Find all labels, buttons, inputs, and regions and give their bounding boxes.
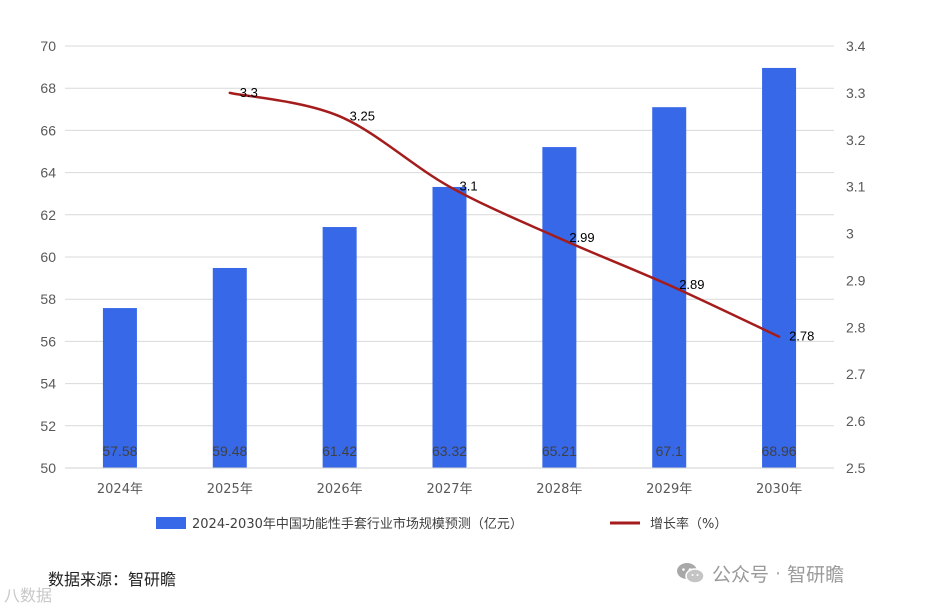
y-right-tick-label: 2.9 xyxy=(846,272,866,288)
bar xyxy=(542,147,577,468)
watermark-separator: · xyxy=(775,562,782,585)
y-left-tick-label: 64 xyxy=(40,165,56,181)
bar-data-label: 63.32 xyxy=(432,443,467,459)
x-tick-label: 2025年 xyxy=(207,482,253,497)
y-right-tick-label: 3.1 xyxy=(846,179,866,195)
bar xyxy=(652,107,687,468)
y-left-tick-label: 50 xyxy=(40,460,56,476)
line-data-label: 2.89 xyxy=(679,277,704,292)
y-axis-left: 50 52 54 56 58 60 62 64 66 68 70 xyxy=(40,38,56,476)
y-left-tick-label: 52 xyxy=(40,418,56,434)
y-left-tick-label: 58 xyxy=(40,291,56,307)
y-right-tick-label: 3.4 xyxy=(846,38,866,54)
y-right-tick-label: 3 xyxy=(846,226,854,242)
legend-bar-label: 2024-2030年中国功能性手套行业市场规模预测（亿元） xyxy=(192,516,523,532)
legend-line-label: 增长率（%） xyxy=(650,516,727,532)
bar xyxy=(102,308,137,468)
bar xyxy=(432,186,467,468)
watermark: 公众号 · 智研瞻 xyxy=(676,560,844,587)
line-data-label: 3.1 xyxy=(460,179,478,194)
y-right-tick-label: 2.7 xyxy=(846,366,866,382)
bar-data-label: 65.21 xyxy=(542,443,577,459)
y-left-tick-label: 66 xyxy=(40,122,56,138)
growth-rate-line xyxy=(228,91,781,338)
bar-data-label: 59.48 xyxy=(212,443,247,459)
x-tick-label: 2026年 xyxy=(317,482,363,497)
x-tick-label: 2024年 xyxy=(97,482,143,497)
bar xyxy=(212,267,247,468)
line-data-label: 2.78 xyxy=(789,329,814,344)
line-data-label: 3.25 xyxy=(350,108,375,123)
line-series: 3.3 3.25 3.1 2.99 2.89 2.78 xyxy=(228,85,814,344)
legend-bar-swatch xyxy=(156,517,186,529)
x-axis: 2024年 2025年 2026年 2027年 2028年 2029年 2030年 xyxy=(65,467,834,497)
watermark-account: 智研瞻 xyxy=(787,564,845,586)
x-tick-label: 2027年 xyxy=(426,482,472,497)
bar-data-label: 67.1 xyxy=(656,443,683,459)
y-right-tick-label: 2.6 xyxy=(846,413,866,429)
bar-data-label: 61.42 xyxy=(322,443,357,459)
wechat-icon xyxy=(677,562,705,584)
bar xyxy=(322,227,357,468)
bar-series: 57.58 59.48 61.42 63.32 65.21 67.1 68.96 xyxy=(102,67,797,468)
bar-data-label: 68.96 xyxy=(762,443,797,459)
y-left-tick-label: 68 xyxy=(40,80,56,96)
legend: 2024-2030年中国功能性手套行业市场规模预测（亿元） 增长率（%） xyxy=(156,516,727,532)
y-axis-right: 2.5 2.6 2.7 2.8 2.9 3 3.1 3.2 3.3 3.4 xyxy=(846,38,866,476)
corner-watermark: 八数据 xyxy=(4,586,53,605)
x-tick-label: 2030年 xyxy=(756,482,802,497)
y-right-tick-label: 2.8 xyxy=(846,319,866,335)
y-right-tick-label: 3.3 xyxy=(846,85,866,101)
y-left-tick-label: 70 xyxy=(40,38,56,54)
line-data-label: 3.3 xyxy=(240,85,258,100)
y-left-tick-label: 62 xyxy=(40,207,56,223)
x-tick-label: 2028年 xyxy=(536,482,582,497)
y-left-tick-label: 54 xyxy=(40,376,56,392)
bar-data-label: 57.58 xyxy=(102,443,137,459)
y-left-tick-label: 60 xyxy=(40,249,56,265)
x-tick-label: 2029年 xyxy=(646,482,692,497)
line-data-label: 2.99 xyxy=(569,230,594,245)
y-left-tick-label: 56 xyxy=(40,333,56,349)
watermark-platform: 公众号 xyxy=(712,564,770,586)
source-note: 数据来源：智研瞻 xyxy=(48,570,177,589)
y-right-tick-label: 3.2 xyxy=(846,132,866,148)
bar xyxy=(762,67,797,468)
y-right-tick-label: 2.5 xyxy=(846,460,866,476)
